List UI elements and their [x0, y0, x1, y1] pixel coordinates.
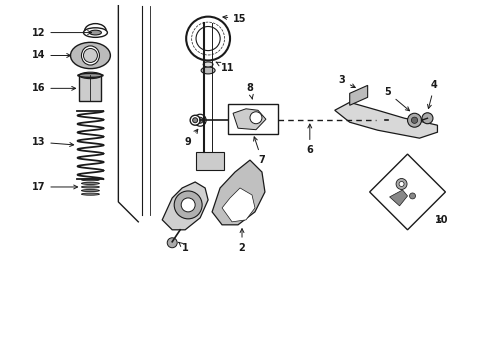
Circle shape — [194, 114, 206, 126]
Circle shape — [181, 198, 195, 212]
Circle shape — [250, 112, 262, 124]
Text: 13: 13 — [32, 137, 74, 147]
Ellipse shape — [81, 182, 99, 184]
Polygon shape — [390, 190, 408, 206]
Circle shape — [396, 179, 407, 189]
Polygon shape — [335, 102, 438, 138]
Circle shape — [83, 49, 98, 62]
Text: 5: 5 — [384, 87, 410, 111]
Ellipse shape — [81, 46, 99, 65]
Ellipse shape — [71, 42, 110, 69]
Circle shape — [410, 193, 416, 199]
Text: 7: 7 — [254, 137, 265, 165]
Bar — [79, 75, 101, 101]
Circle shape — [190, 115, 200, 125]
Ellipse shape — [81, 186, 99, 188]
Text: 15: 15 — [223, 14, 247, 24]
Polygon shape — [350, 85, 368, 105]
Circle shape — [422, 113, 433, 124]
Text: 1: 1 — [179, 242, 189, 253]
Text: 9: 9 — [185, 129, 198, 147]
Ellipse shape — [79, 72, 101, 78]
Circle shape — [193, 118, 197, 123]
Text: 16: 16 — [32, 84, 75, 93]
Text: 14: 14 — [32, 50, 71, 60]
Polygon shape — [222, 188, 255, 222]
Bar — [196, 152, 224, 170]
Ellipse shape — [81, 189, 99, 192]
Text: 3: 3 — [339, 75, 355, 87]
Ellipse shape — [81, 179, 99, 181]
Circle shape — [197, 117, 203, 123]
Text: 17: 17 — [32, 182, 77, 192]
Text: 4: 4 — [428, 80, 438, 108]
Ellipse shape — [203, 62, 213, 67]
Circle shape — [174, 191, 202, 219]
Text: 2: 2 — [239, 229, 245, 253]
Text: 10: 10 — [435, 215, 448, 225]
Bar — [228, 104, 278, 134]
Circle shape — [399, 181, 404, 186]
Text: 6: 6 — [306, 124, 313, 155]
Polygon shape — [233, 109, 266, 130]
Polygon shape — [162, 182, 208, 230]
Ellipse shape — [81, 193, 99, 195]
Circle shape — [377, 118, 382, 123]
Text: 8: 8 — [246, 84, 253, 99]
Circle shape — [167, 238, 177, 248]
Circle shape — [408, 113, 421, 127]
Ellipse shape — [201, 67, 215, 74]
Text: 12: 12 — [32, 28, 92, 37]
Circle shape — [375, 115, 385, 125]
Circle shape — [412, 117, 417, 123]
Ellipse shape — [90, 30, 101, 35]
Polygon shape — [212, 160, 265, 225]
Text: 11: 11 — [216, 62, 235, 73]
